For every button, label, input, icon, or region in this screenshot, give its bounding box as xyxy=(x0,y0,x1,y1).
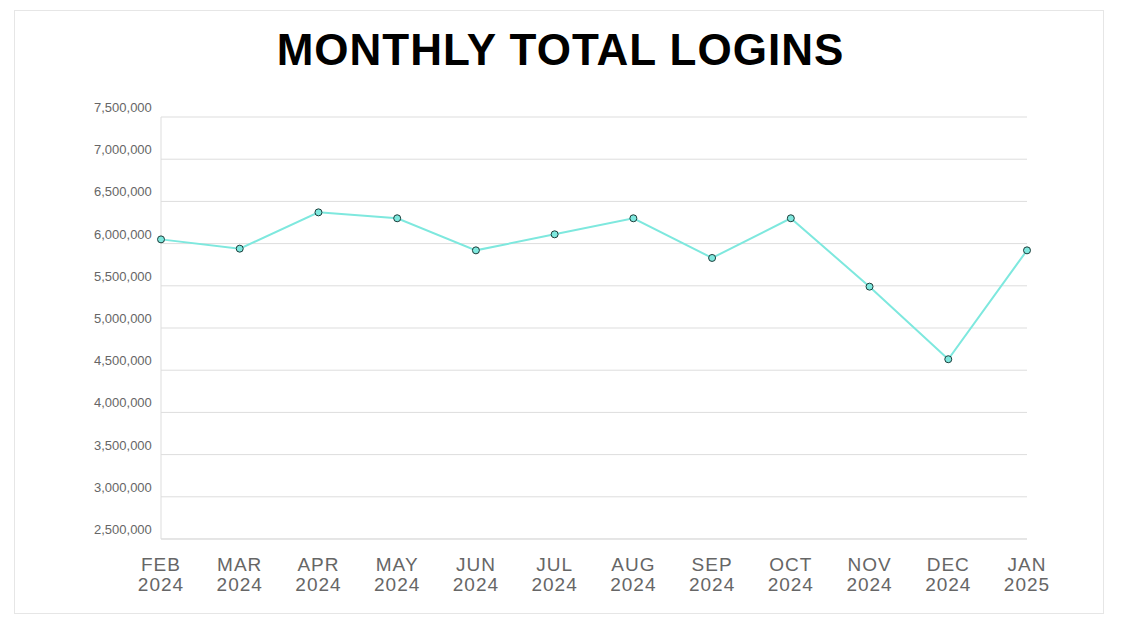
svg-text:MAR2024: MAR2024 xyxy=(217,554,263,595)
html-text:MONTHLY TOTAL LOGINS: MONTHLY TOTAL LOGINS xyxy=(276,25,845,74)
svg-text:APR2024: APR2024 xyxy=(295,554,341,595)
svg-text:JUL2024: JUL2024 xyxy=(531,554,577,595)
svg-text:MAY2024: MAY2024 xyxy=(374,554,420,595)
svg-text:DEC2024: DEC2024 xyxy=(925,554,971,595)
svg-text:3,500,000: 3,500,000 xyxy=(94,438,152,453)
svg-text:7,000,000: 7,000,000 xyxy=(94,142,152,157)
svg-text:SEP2024: SEP2024 xyxy=(689,554,735,595)
svg-text:6,500,000: 6,500,000 xyxy=(94,184,152,199)
svg-text:4,000,000: 4,000,000 xyxy=(94,395,152,410)
svg-text:4,500,000: 4,500,000 xyxy=(94,353,152,368)
svg-text:NOV2024: NOV2024 xyxy=(846,554,892,595)
svg-text:6,000,000: 6,000,000 xyxy=(94,227,152,242)
svg-text:3,000,000: 3,000,000 xyxy=(94,480,152,495)
svg-text:5,000,000: 5,000,000 xyxy=(94,311,152,326)
svg-text:OCT2024: OCT2024 xyxy=(768,554,814,595)
svg-text:2,500,000: 2,500,000 xyxy=(94,522,152,537)
svg-text:FEB2024: FEB2024 xyxy=(138,554,184,595)
svg-text:5,500,000: 5,500,000 xyxy=(94,269,152,284)
svg-text:JAN2025: JAN2025 xyxy=(1004,554,1050,595)
svg-text:JUN2024: JUN2024 xyxy=(453,554,499,595)
svg-text:7,500,000: 7,500,000 xyxy=(94,100,152,115)
svg-text:AUG2024: AUG2024 xyxy=(610,554,656,595)
